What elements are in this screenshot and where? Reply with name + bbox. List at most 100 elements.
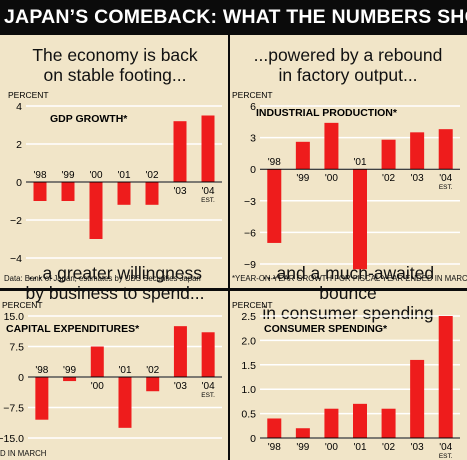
bar-98	[35, 377, 49, 420]
x-tick-label: '01	[117, 170, 130, 181]
chart-title: CONSUMER SPENDING*	[264, 323, 388, 335]
x-tick-sublabel: EST.	[439, 184, 453, 191]
x-tick-label: '98	[268, 157, 281, 168]
y-tick-label: 0	[250, 164, 256, 176]
headline-gdp: The economy is back on stable footing...	[32, 45, 198, 85]
bar-99	[63, 377, 77, 382]
bar-02	[145, 182, 159, 205]
headline-industrial: ...powered by a rebound in factory outpu…	[253, 45, 443, 85]
bar-00	[324, 408, 339, 438]
x-tick-label: '99	[63, 365, 76, 376]
y-tick-label: −7.5	[3, 403, 24, 415]
y-tick-label: 1.5	[241, 360, 256, 372]
x-tick-label: '02	[145, 170, 158, 181]
bar-04	[201, 332, 215, 377]
source-note: Data: Bank of Japan, estimates by UBS Se…	[4, 274, 201, 283]
x-tick-label: '04	[439, 173, 452, 184]
x-tick-label: '03	[173, 186, 186, 197]
y-tick-label: 0.5	[241, 409, 256, 421]
bar-00	[89, 182, 103, 239]
y-axis-label: PERCENT	[232, 300, 273, 310]
bar-03	[410, 132, 425, 170]
y-tick-label: −4	[10, 253, 22, 265]
y-tick-label: 4	[16, 101, 22, 113]
chart-title: GDP GROWTH*	[50, 113, 128, 125]
bar-98	[267, 418, 282, 438]
x-tick-label: '02	[146, 365, 159, 376]
x-tick-label: '00	[89, 170, 102, 181]
y-tick-label: −2	[10, 215, 22, 227]
bar-98	[267, 169, 282, 243]
y-tick-label: 2.0	[241, 335, 256, 347]
y-tick-label: 2	[16, 139, 22, 151]
bar-03	[173, 121, 187, 182]
chart-consumer: 2.5 2.0 1.5 1.0 0.5 0 PERCENT '98 '99 '00 '01 '02 '0…	[232, 300, 460, 460]
x-tick-label: '99	[61, 170, 74, 181]
bar-03	[410, 359, 425, 438]
x-tick-label: '03	[411, 173, 424, 184]
bar-02	[146, 377, 160, 392]
y-tick-label: 6	[250, 101, 256, 113]
y-tick-label: −6	[244, 227, 256, 239]
x-tick-sublabel: EST.	[201, 392, 215, 399]
chart-capex: 15.0 7.5 0 −7.5 −15.0 PERCENT '98 '99 '00 '01 '02 '…	[0, 300, 222, 445]
x-tick-label: '02	[382, 173, 395, 184]
bar-03	[173, 326, 187, 377]
bar-01	[353, 169, 367, 270]
x-tick-label: '00	[325, 173, 338, 184]
y-tick-label: −3	[244, 196, 256, 208]
y-tick-label: −15.0	[0, 433, 24, 445]
y-tick-label: 0	[16, 177, 22, 189]
y-axis-label: PERCENT	[2, 300, 43, 310]
bar-00	[90, 346, 104, 377]
bar-01	[117, 182, 131, 205]
x-tick-label: '02	[382, 442, 395, 453]
bar-98	[33, 182, 47, 201]
x-tick-label: '03	[174, 381, 187, 392]
x-tick-label: '01	[353, 442, 366, 453]
x-tick-label: '00	[325, 442, 338, 453]
y-tick-label: 7.5	[9, 342, 24, 354]
y-tick-label: 2.5	[241, 311, 256, 323]
bar-01	[353, 403, 367, 438]
x-tick-label: '04	[439, 442, 452, 453]
x-tick-label: '00	[91, 381, 104, 392]
chart-title: CAPITAL EXPENDITURES*	[6, 323, 140, 335]
x-tick-label: '99	[296, 442, 309, 453]
bar-02	[381, 408, 396, 438]
x-tick-label: '98	[33, 170, 46, 181]
x-tick-label: '01	[118, 365, 131, 376]
bar-99	[295, 428, 310, 438]
bar-99	[61, 182, 75, 201]
y-tick-label: 0	[18, 372, 24, 384]
footnote: *YEAR-ON-YEAR GROWTH FOR FISCAL YEAR END…	[232, 274, 467, 283]
vertical-divider	[228, 35, 230, 460]
headline-consumer: ...and a much-awaited bounce in consumer…	[261, 263, 435, 323]
y-axis-label: PERCENT	[232, 90, 273, 100]
x-tick-label: '04	[202, 381, 215, 392]
x-tick-label: '01	[353, 157, 366, 168]
y-tick-label: 3	[250, 133, 256, 145]
x-tick-sublabel: EST.	[439, 453, 453, 460]
x-tick-sublabel: EST.	[201, 197, 215, 204]
cutoff-note: D IN MARCH	[0, 449, 47, 458]
y-tick-label: 1.0	[241, 384, 256, 396]
y-axis-label: PERCENT	[8, 90, 49, 100]
bar-00	[324, 122, 339, 170]
x-tick-label: '03	[411, 442, 424, 453]
chart-title: INDUSTRIAL PRODUCTION*	[256, 107, 398, 119]
bar-99	[295, 141, 310, 170]
bar-02	[381, 139, 396, 170]
y-tick-label: −9	[244, 259, 256, 270]
horizontal-divider	[0, 288, 467, 291]
banner-title: JAPAN’S COMEBACK: WHAT THE NUMBERS SHOW	[0, 0, 467, 35]
x-tick-label: '04	[201, 186, 214, 197]
bar-04	[201, 115, 215, 182]
x-tick-label: '99	[296, 173, 309, 184]
x-tick-label: '98	[268, 442, 281, 453]
y-tick-label: 0	[250, 433, 256, 445]
bar-04	[438, 316, 453, 438]
chart-industrial: 6 3 0 −3 −6 −9 PERCENT '98 '99 '00 '01 '02 '03 '04EST…	[232, 90, 460, 270]
bar-01	[118, 377, 132, 428]
